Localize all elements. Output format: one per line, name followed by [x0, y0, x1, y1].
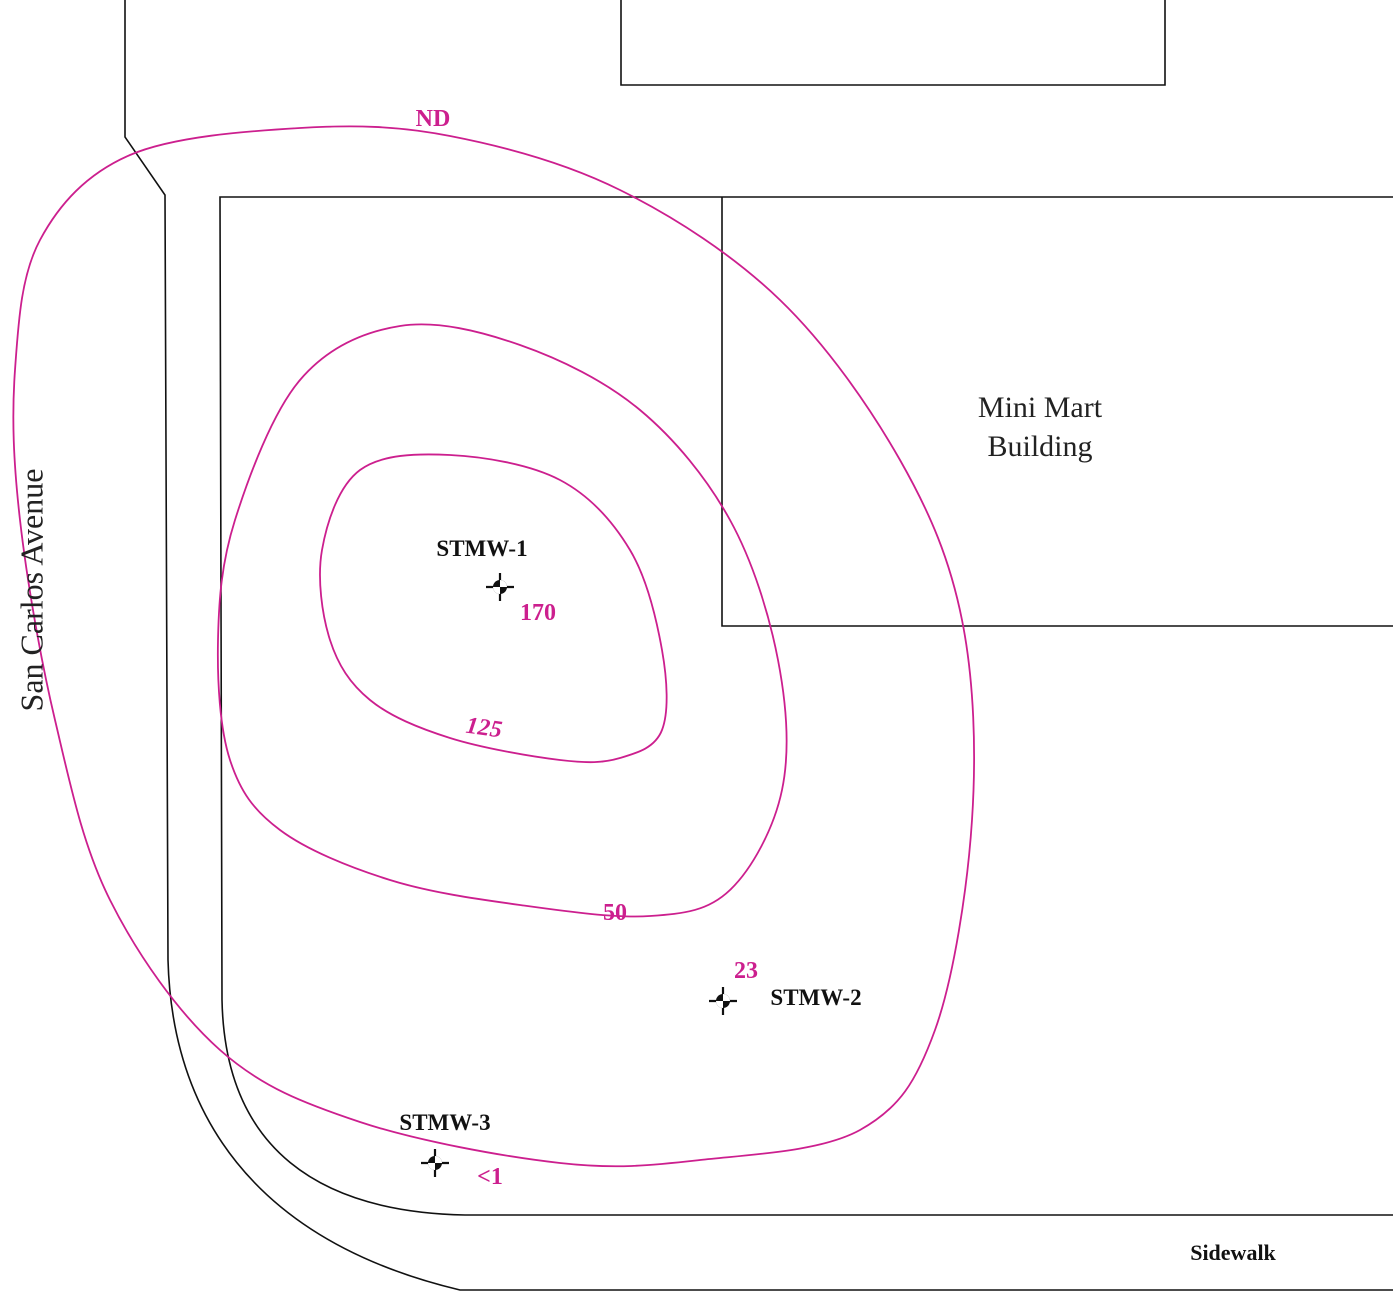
building-label: Building [987, 430, 1092, 463]
isoconcentration-contour [216, 323, 788, 918]
street-label: San Carlos Avenue [13, 469, 49, 712]
north-structure [620, 0, 1166, 86]
well-marker [709, 987, 737, 1015]
well-name: STMW-1 [436, 536, 527, 561]
sidewalk-label: Sidewalk [1190, 1240, 1276, 1265]
well-value: 170 [520, 600, 556, 626]
building-outline [721, 197, 1393, 627]
well-value: 23 [734, 958, 758, 984]
street-edge-west [124, 0, 1393, 1291]
contour-label: ND [416, 106, 451, 132]
well-name: STMW-3 [399, 1110, 490, 1135]
well-name: STMW-2 [770, 985, 861, 1010]
building-label: Mini Mart [978, 391, 1103, 424]
isoconcentration-contour [12, 125, 975, 1168]
isoconcentration-contour [319, 453, 668, 764]
well-marker [486, 573, 514, 601]
contour-label: 50 [603, 900, 627, 926]
lot-boundary [219, 196, 1393, 1216]
contour-label: 125 [464, 713, 503, 744]
well-marker [421, 1149, 449, 1177]
well-value: <1 [477, 1164, 503, 1190]
